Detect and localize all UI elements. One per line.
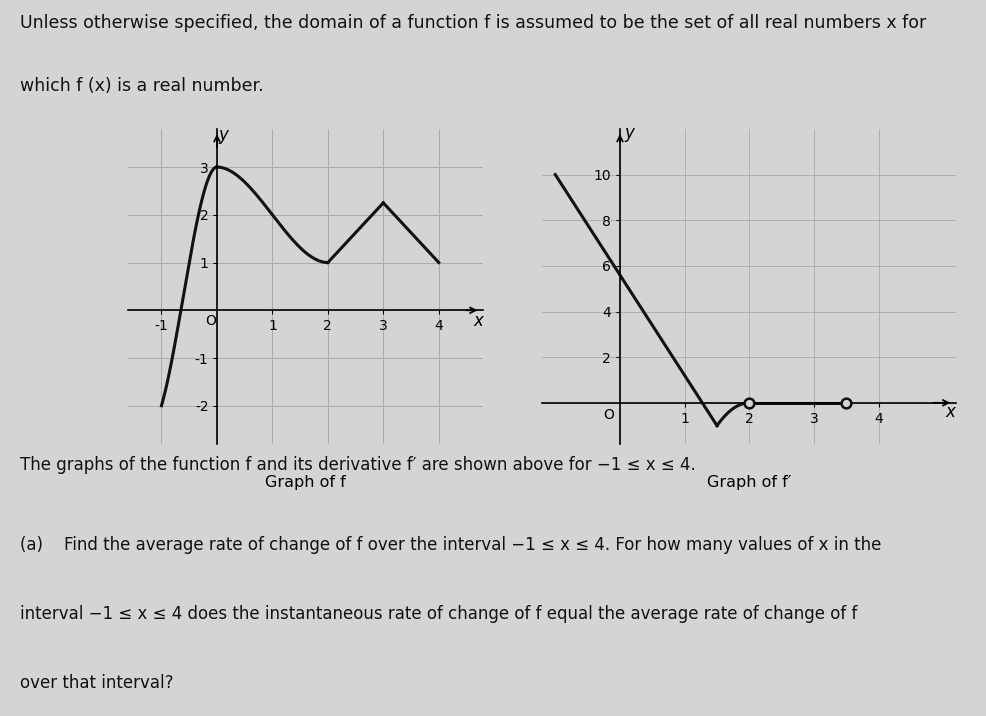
Text: O: O (602, 408, 613, 422)
Text: Graph of f: Graph of f (265, 475, 346, 490)
Text: y: y (625, 125, 635, 142)
Text: which f (x) is a real number.: which f (x) is a real number. (20, 77, 263, 95)
Text: over that interval?: over that interval? (20, 674, 174, 692)
Text: O: O (205, 314, 216, 328)
Text: x: x (473, 311, 484, 330)
Text: (a)    Find the average rate of change of f over the interval −1 ≤ x ≤ 4. For ho: (a) Find the average rate of change of f… (20, 536, 881, 554)
Text: interval −1 ≤ x ≤ 4 does the instantaneous rate of change of f equal the average: interval −1 ≤ x ≤ 4 does the instantaneo… (20, 605, 857, 623)
Text: x: x (945, 403, 954, 421)
Text: The graphs of the function f and its derivative f′ are shown above for −1 ≤ x ≤ : The graphs of the function f and its der… (20, 456, 695, 475)
Text: Unless otherwise specified, the domain of a function f is assumed to be the set : Unless otherwise specified, the domain o… (20, 14, 926, 32)
Text: Graph of f′: Graph of f′ (707, 475, 792, 490)
Text: y: y (219, 125, 229, 144)
